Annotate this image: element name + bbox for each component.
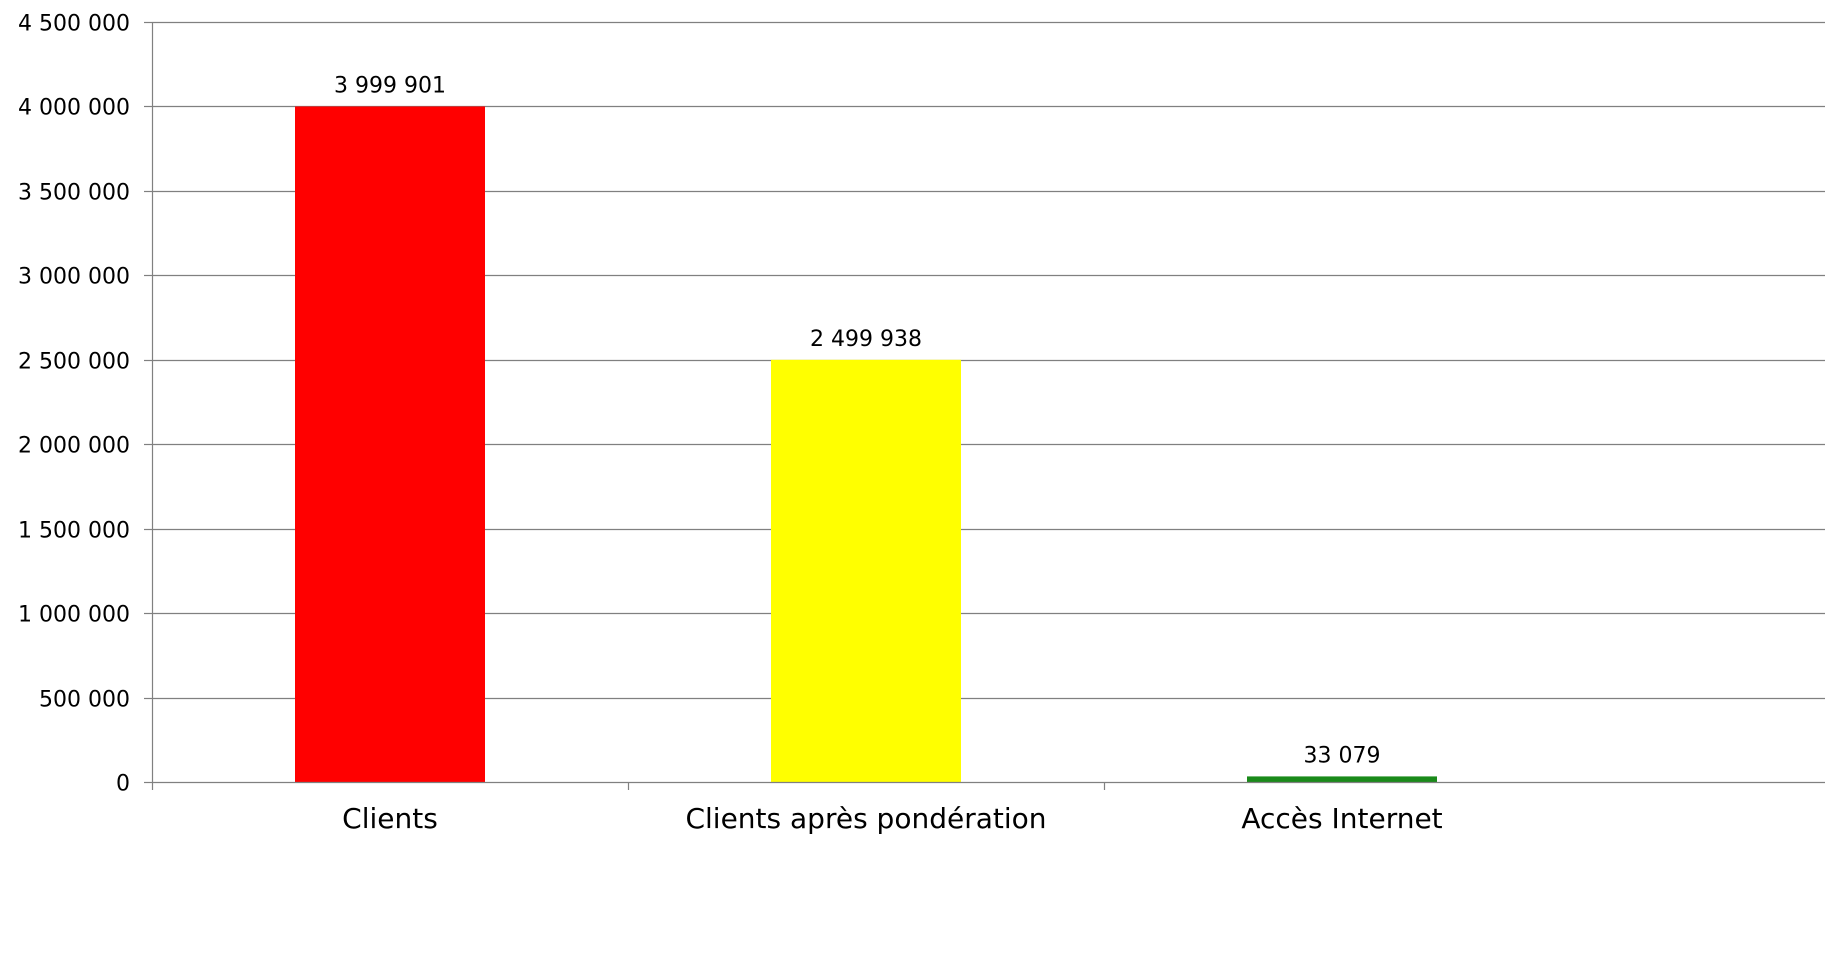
y-tick-label: 2 500 000	[18, 350, 130, 375]
data-label: 2 499 938	[810, 327, 922, 352]
x-category-label: Clients	[342, 802, 438, 835]
y-tick-label: 1 000 000	[18, 603, 130, 628]
x-category-label: Accès Internet	[1241, 802, 1442, 835]
x-category-label: Clients après pondération	[685, 802, 1046, 835]
y-tick-label: 1 500 000	[18, 519, 130, 544]
y-tick-label: 500 000	[39, 688, 130, 713]
y-tick-label: 2 000 000	[18, 434, 130, 459]
y-tick-label: 0	[116, 772, 130, 797]
bar	[771, 359, 961, 782]
bar	[1247, 776, 1437, 782]
data-label: 3 999 901	[334, 73, 446, 98]
data-label: 33 079	[1304, 743, 1381, 768]
y-tick-label: 3 000 000	[18, 265, 130, 290]
bar	[295, 106, 485, 782]
y-tick-label: 3 500 000	[18, 181, 130, 206]
y-tick-label: 4 500 000	[18, 12, 130, 37]
bars	[295, 106, 1437, 782]
axes	[144, 21, 1825, 790]
x-category-labels: Clients Clients après pondération Accès In…	[342, 802, 1443, 835]
y-tick-label: 4 000 000	[18, 96, 130, 121]
y-tick-labels: 0 500 000 1 000 000 1 500 000 2 000 000 2 500…	[18, 12, 130, 797]
data-labels: 3 999 901 2 499 938 33 079	[334, 73, 1380, 768]
